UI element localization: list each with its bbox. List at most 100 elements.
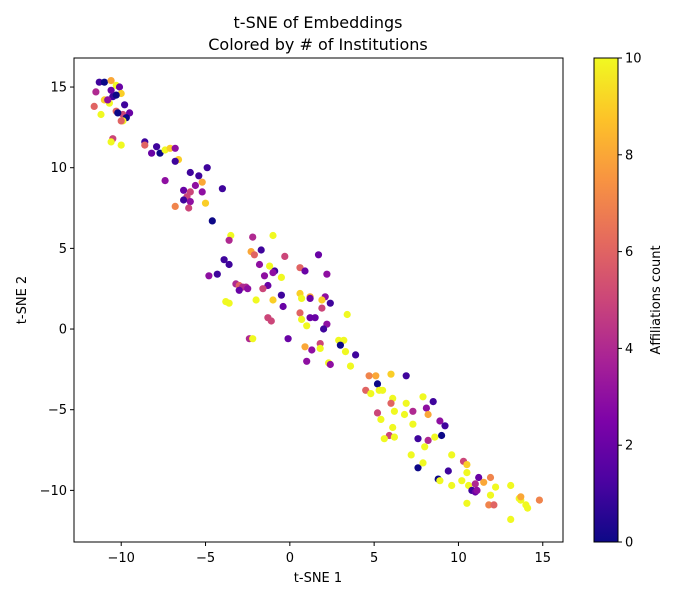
data-point xyxy=(492,483,500,491)
data-point xyxy=(424,436,432,444)
data-point xyxy=(186,168,194,177)
data-point xyxy=(281,252,289,260)
data-point xyxy=(95,78,103,86)
data-point xyxy=(117,141,125,149)
colorbar-tick-label: 8 xyxy=(625,148,633,163)
y-tick-label: 10 xyxy=(50,161,67,176)
data-point xyxy=(252,296,260,304)
data-point xyxy=(535,496,544,504)
colorbar-tick-label: 10 xyxy=(625,52,642,67)
colorbar-tick-label: 2 xyxy=(625,439,633,454)
data-point xyxy=(213,270,221,278)
colorbar xyxy=(593,57,619,543)
data-point xyxy=(266,262,274,270)
data-point xyxy=(486,491,495,499)
data-point xyxy=(250,251,258,259)
data-point xyxy=(298,294,306,302)
data-point xyxy=(180,186,188,194)
data-point xyxy=(121,101,129,109)
data-point xyxy=(524,504,532,512)
data-point xyxy=(171,157,179,165)
data-point xyxy=(387,399,395,407)
data-point xyxy=(203,164,211,172)
data-point xyxy=(463,469,471,477)
colorbar-ticks: 0 2 4 6 8 10 xyxy=(618,52,642,551)
data-point xyxy=(400,410,409,419)
data-point xyxy=(92,88,100,96)
data-point xyxy=(429,398,437,406)
data-point xyxy=(414,435,422,443)
data-point xyxy=(257,246,265,254)
data-point xyxy=(235,286,243,294)
data-point xyxy=(277,273,285,281)
y-axis-ticks: −10 −5 0 5 10 15 xyxy=(40,81,74,499)
data-point xyxy=(198,188,206,196)
colorbar-tick-label: 0 xyxy=(625,536,633,551)
data-point xyxy=(301,267,309,275)
data-point xyxy=(389,423,397,432)
data-point xyxy=(343,310,351,319)
plot-frame xyxy=(73,57,564,543)
data-point xyxy=(225,299,233,307)
data-point xyxy=(208,217,216,225)
data-point xyxy=(225,236,233,244)
colorbar-tick-label: 6 xyxy=(625,245,633,260)
data-point xyxy=(380,435,388,443)
data-point xyxy=(336,341,344,349)
data-point xyxy=(244,285,252,293)
data-point xyxy=(180,196,188,204)
data-point xyxy=(436,477,444,485)
y-tick-label: −10 xyxy=(40,484,67,499)
x-tick-label: −5 xyxy=(196,551,215,566)
data-point xyxy=(148,149,156,157)
data-point xyxy=(296,309,304,317)
data-point xyxy=(352,351,360,359)
colorbar-label: Affiliations count xyxy=(649,245,664,354)
data-point xyxy=(486,473,495,482)
data-point xyxy=(422,404,430,412)
data-point xyxy=(475,473,483,482)
x-axis-label: t-SNE 1 xyxy=(294,571,342,586)
data-point xyxy=(269,231,277,240)
data-point xyxy=(471,480,479,488)
data-point xyxy=(387,370,395,378)
data-point xyxy=(409,407,417,415)
data-point xyxy=(306,294,314,302)
data-point xyxy=(311,314,319,322)
data-point xyxy=(362,386,370,394)
data-point xyxy=(365,372,373,380)
data-point xyxy=(191,181,199,190)
data-point xyxy=(220,256,228,264)
data-point xyxy=(377,415,385,423)
data-point xyxy=(431,433,439,441)
data-point xyxy=(367,390,375,398)
data-point xyxy=(117,117,125,125)
data-point xyxy=(323,270,331,278)
data-point xyxy=(107,77,115,85)
data-point xyxy=(441,422,449,430)
data-point xyxy=(107,138,115,146)
data-point xyxy=(485,501,493,509)
data-point xyxy=(402,372,410,380)
chart-title-line-1: t-SNE of Embeddings xyxy=(234,13,403,32)
data-point xyxy=(375,386,383,394)
data-point xyxy=(171,202,179,210)
data-point xyxy=(326,299,334,307)
data-point xyxy=(316,344,324,352)
data-point xyxy=(318,304,326,312)
y-axis-label: t-SNE 2 xyxy=(15,276,30,324)
data-point xyxy=(341,348,350,356)
data-point xyxy=(448,481,456,490)
data-point xyxy=(419,393,427,401)
data-point xyxy=(414,464,422,472)
data-point xyxy=(185,204,193,212)
y-tick-label: −5 xyxy=(48,403,67,418)
data-point xyxy=(320,325,328,333)
data-point xyxy=(402,399,410,407)
data-point xyxy=(421,443,429,451)
data-point xyxy=(463,461,471,469)
data-point xyxy=(104,96,112,104)
data-point xyxy=(346,362,355,370)
data-point xyxy=(326,360,334,369)
data-point xyxy=(372,372,380,380)
